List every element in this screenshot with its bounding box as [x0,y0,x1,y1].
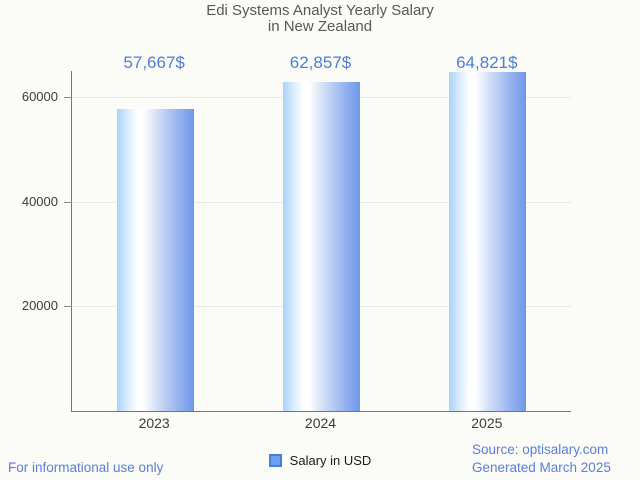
y-axis-tick-label: 40000 [21,193,58,209]
chart-title-line1: Edi Systems Analyst Yearly Salary [206,2,434,19]
chart-title-line2: in New Zealand [267,18,373,35]
legend-label: Salary in USD [289,452,372,468]
legend-marker-square-icon [268,453,282,467]
y-axis-tick [64,97,72,99]
bar-2025 [449,71,527,411]
x-axis-tick-label: 2025 [471,415,503,431]
plot-area: 20000 40000 60000 [22,71,571,412]
footer-generated-line: Generated March 2025 [472,460,611,475]
y-axis-tick-label: 20000 [21,298,58,314]
y-axis-tick [64,201,72,203]
bar-value-label: 57,667$ [123,53,185,72]
footer-source-block: Source: optisalary.com Generated March 2… [472,441,611,477]
legend: Salary in USD [0,452,640,468]
bar-value-label: 64,821$ [456,53,518,72]
x-axis-tick-label: 2024 [304,415,337,431]
bar-2023 [116,109,194,411]
chart-title: Edi Systems Analyst Yearly Salary in New… [0,3,640,35]
bar-2024 [283,82,360,411]
y-axis-tick [64,306,72,308]
footer-source-line: Source: optisalary.com [472,442,609,457]
x-axis-tick-label: 2023 [138,415,170,431]
bar-value-label: 62,857$ [289,53,352,72]
footer-disclaimer: For informational use only [8,460,164,475]
y-axis-tick-label: 60000 [21,89,58,105]
